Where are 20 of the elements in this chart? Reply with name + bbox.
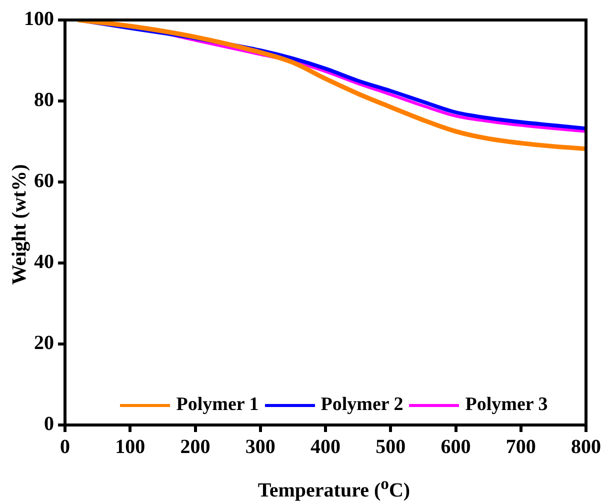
y-axis-title: Weight (wt%) — [8, 163, 32, 287]
legend-label: Polymer 3 — [465, 394, 548, 416]
x-tick-label: 200 — [180, 436, 210, 458]
y-tick-label: 100 — [24, 8, 54, 30]
x-tick-label: 700 — [506, 436, 536, 458]
y-tick-label: 80 — [34, 89, 54, 112]
x-tick-label: 600 — [440, 436, 471, 458]
legend-label: Polymer 2 — [320, 394, 404, 416]
x-tick-label: 300 — [245, 436, 276, 458]
y-tick-label: 0 — [44, 413, 54, 436]
x-tick-label: 100 — [115, 436, 146, 458]
legend-label: Polymer 1 — [176, 394, 259, 416]
x-tick-label: 0 — [60, 436, 70, 458]
x-tick-label: 800 — [571, 436, 601, 458]
x-tick-label: 400 — [310, 436, 340, 458]
x-tick-label: 500 — [376, 436, 406, 458]
x-axis-title: Temperature ($^{o}$C) — [256, 474, 412, 502]
y-tick-label: 20 — [34, 332, 54, 354]
y-tick-label: 40 — [34, 251, 54, 274]
y-tick-label: 60 — [34, 170, 54, 192]
